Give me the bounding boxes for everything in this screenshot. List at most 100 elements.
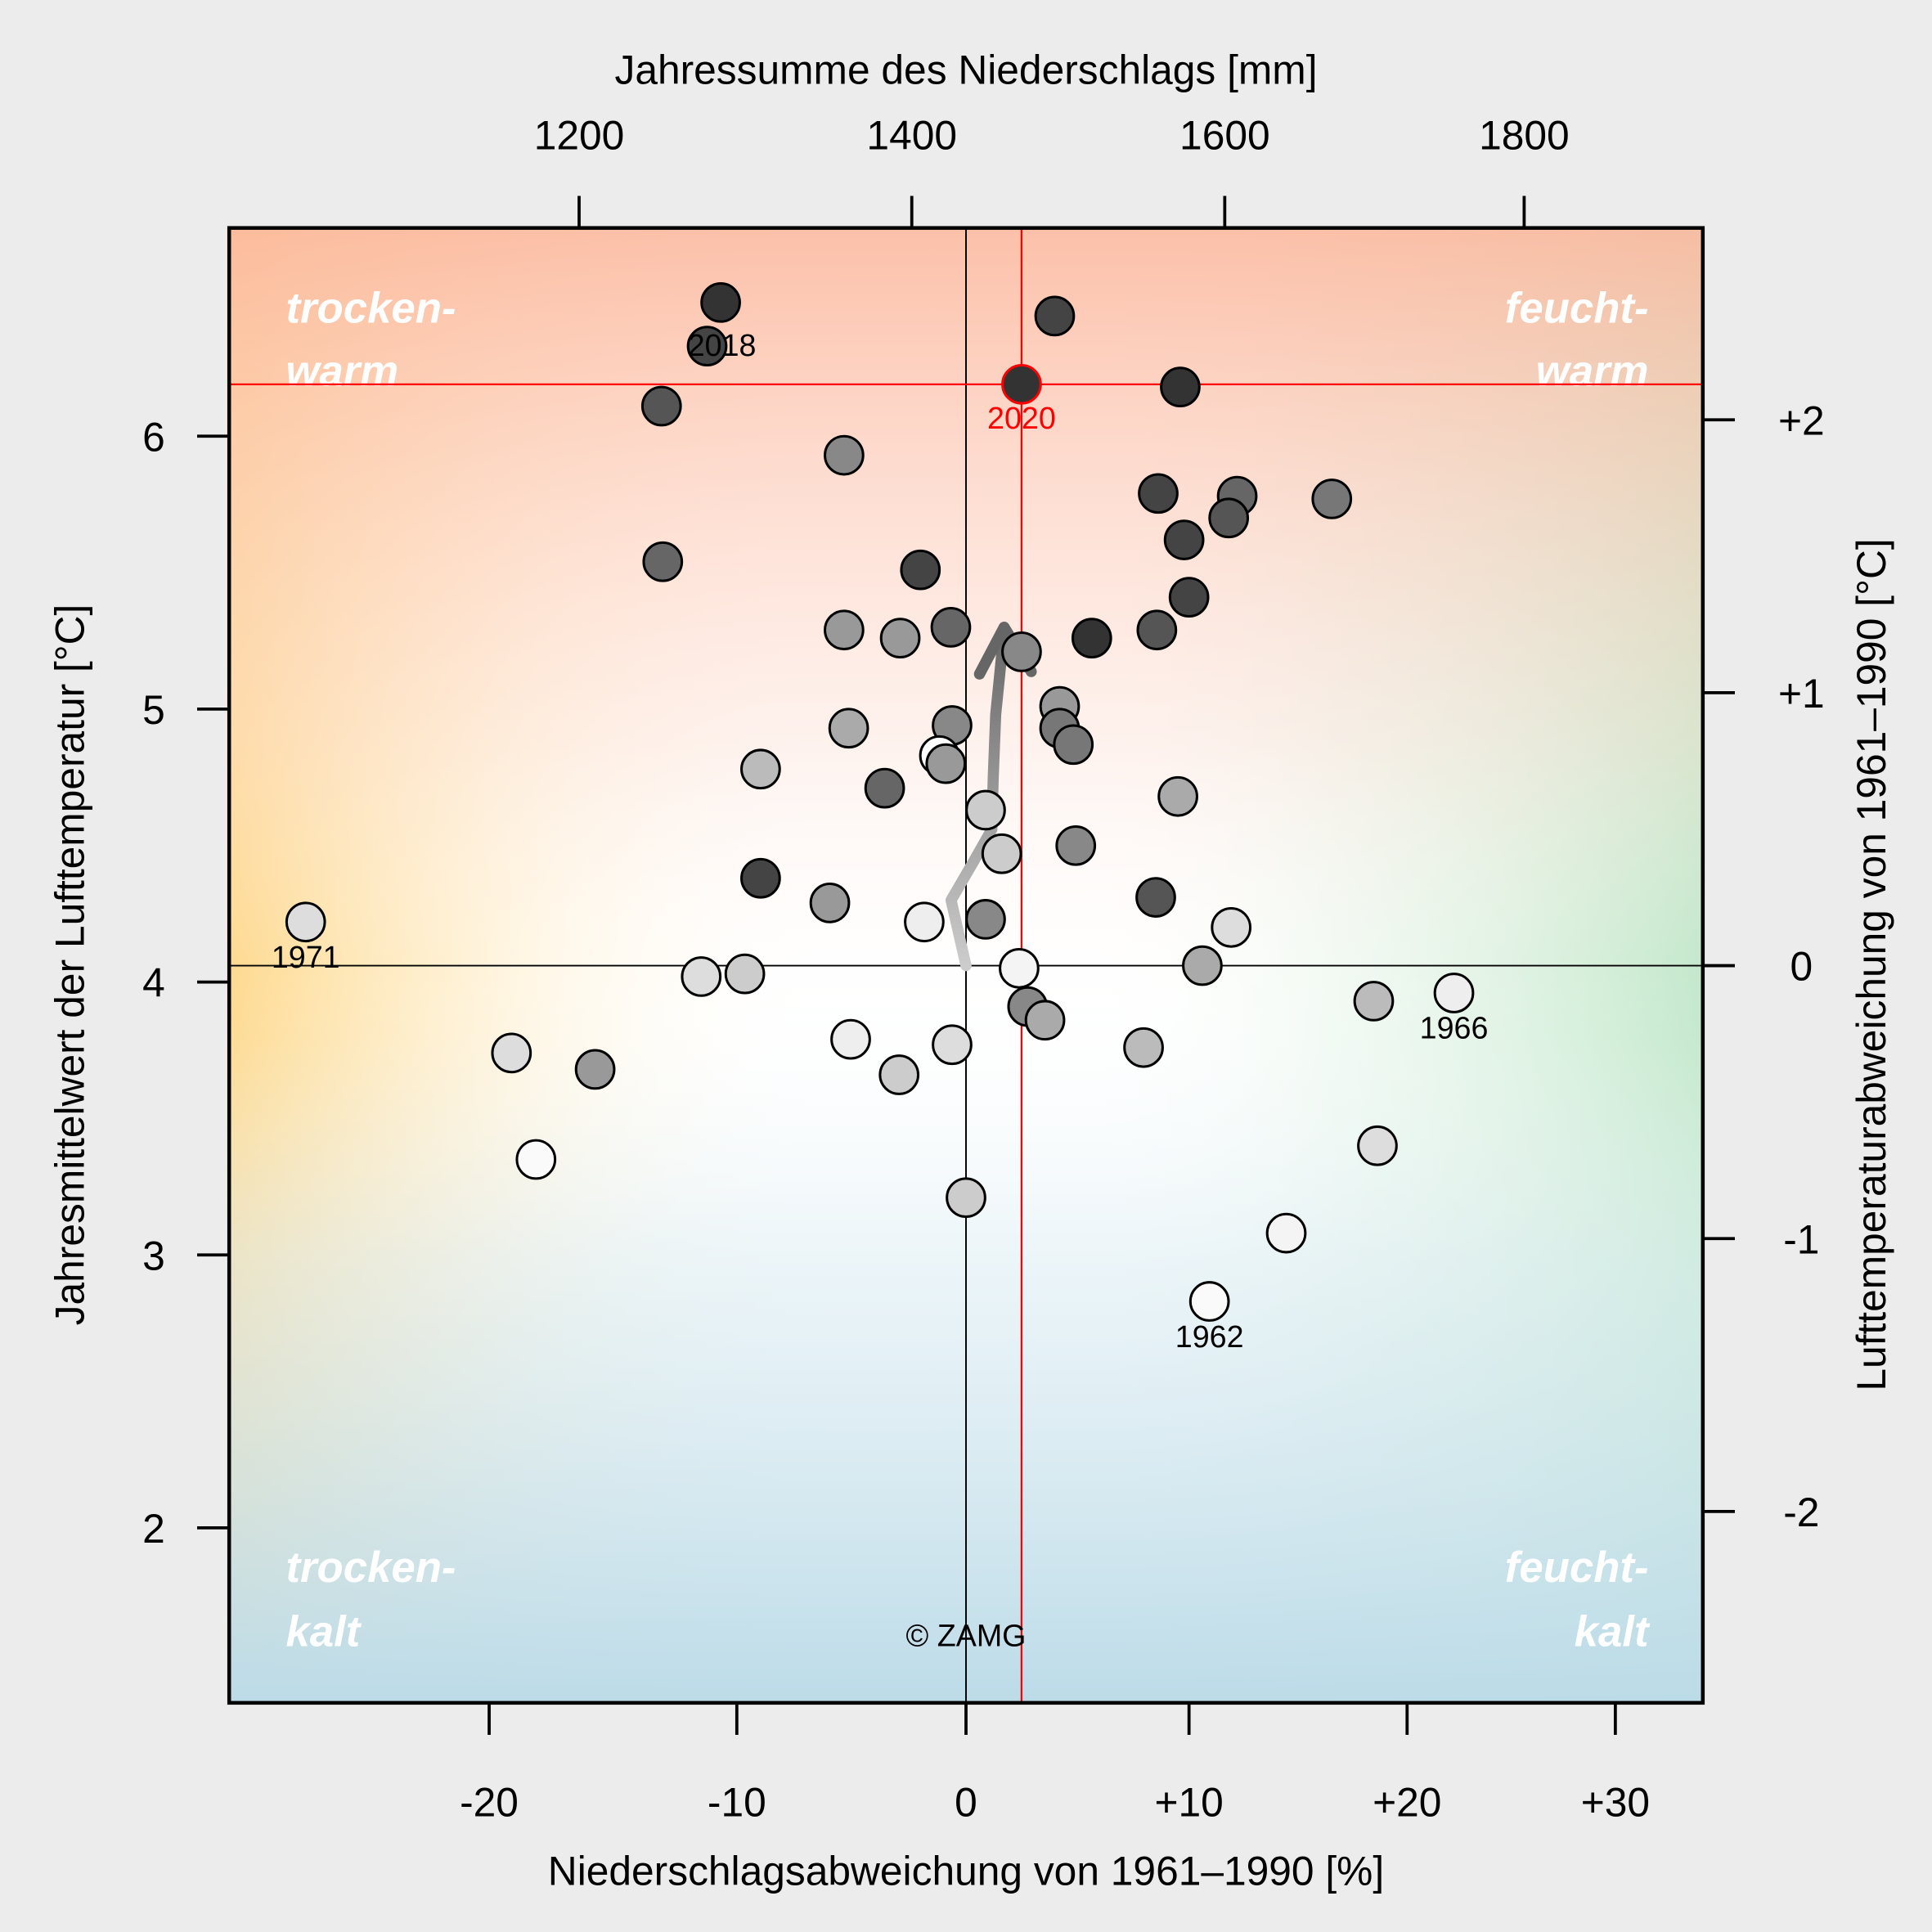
data-point	[1208, 497, 1250, 539]
data-point	[491, 1032, 532, 1074]
y-tick-label: 3	[142, 1233, 165, 1278]
point-marker	[930, 607, 972, 648]
point-marker	[1071, 618, 1112, 659]
point-marker	[965, 789, 1006, 831]
data-point-2020	[1001, 363, 1042, 405]
point-marker	[724, 953, 766, 995]
y-axis-title: Jahresmittelwert der Lufttemperatur [°C]	[47, 604, 92, 1326]
data-point	[1211, 906, 1252, 948]
data-point	[1265, 1212, 1307, 1254]
data-point	[1034, 295, 1076, 337]
x-tick-label: +10	[1154, 1779, 1223, 1825]
y2-tick-label: 0	[1790, 944, 1813, 990]
data-point	[642, 541, 684, 582]
point-marker	[1160, 366, 1201, 408]
data-point	[1053, 724, 1094, 766]
data-point	[925, 743, 967, 784]
x-tick-label: +20	[1373, 1779, 1441, 1825]
point-marker	[1357, 1125, 1398, 1166]
data-point	[1157, 775, 1198, 817]
y-axis-left: 2 3 4 5 6	[142, 414, 230, 1552]
point-marker	[1055, 824, 1097, 866]
x2-tick-label: 1400	[866, 112, 957, 158]
point-marker	[1353, 981, 1395, 1022]
data-point	[1136, 609, 1178, 651]
point-marker	[1168, 577, 1210, 618]
data-point	[904, 901, 945, 943]
point-marker	[1001, 631, 1042, 672]
point-marker	[686, 326, 728, 366]
quadrant-top-right-line1: feucht-	[1505, 285, 1649, 333]
x-tick-label: +30	[1581, 1779, 1650, 1825]
data-point	[574, 1049, 616, 1090]
data-point	[999, 948, 1040, 989]
data-point	[740, 857, 781, 899]
point-marker	[1034, 295, 1076, 337]
point-marker	[1265, 1212, 1307, 1254]
point-marker	[946, 1177, 986, 1219]
point-label-1962: 1962	[1175, 1319, 1244, 1354]
point-marker	[878, 1054, 920, 1095]
point-marker	[900, 549, 941, 591]
point-marker	[999, 948, 1040, 989]
data-point	[1001, 631, 1042, 672]
data-point	[900, 549, 941, 591]
point-marker	[1157, 775, 1198, 817]
data-point	[1357, 1125, 1398, 1166]
data-point	[681, 956, 722, 997]
quadrant-labels: trocken- warm feucht- warm trocken- kalt…	[285, 285, 1650, 1656]
data-point	[932, 1024, 973, 1066]
point-marker	[1053, 724, 1094, 766]
x-axis-top: 1200 1400 1600 1800	[534, 112, 1570, 228]
point-marker	[1136, 609, 1178, 651]
quadrant-bottom-right-line2: kalt	[1575, 1608, 1651, 1656]
point-marker	[981, 833, 1022, 874]
quadrant-bottom-left-line1: trocken-	[285, 1543, 456, 1592]
data-point	[1163, 519, 1205, 560]
point-marker	[1208, 497, 1250, 539]
data-point	[981, 833, 1022, 874]
point-marker	[879, 618, 921, 659]
data-point	[946, 1177, 986, 1219]
data-points: 2018 1971 1966 1962 2020	[272, 281, 1488, 1354]
point-marker	[515, 1139, 557, 1180]
data-point	[515, 1139, 557, 1180]
data-point	[700, 281, 741, 323]
data-point	[1353, 981, 1395, 1022]
point-marker	[642, 541, 684, 582]
data-point-2018	[686, 326, 728, 366]
point-marker	[1188, 1281, 1230, 1322]
quadrant-bottom-left-line2: kalt	[285, 1608, 362, 1656]
point-marker	[1311, 479, 1353, 519]
y-tick-label: 5	[142, 687, 165, 733]
point-marker	[681, 956, 722, 997]
data-point	[1055, 824, 1097, 866]
point-marker	[574, 1049, 616, 1090]
data-point	[1123, 1027, 1164, 1068]
data-point	[640, 385, 682, 427]
data-point	[1135, 877, 1176, 918]
data-point	[1071, 618, 1112, 659]
y-tick-label: 2	[142, 1506, 165, 1552]
point-marker	[925, 743, 967, 784]
point-marker	[1211, 906, 1252, 948]
point-marker	[1138, 473, 1179, 514]
y2-tick-label: +1	[1778, 671, 1825, 717]
x-axis-bottom: -20 -10 0 +10 +20 +30	[460, 1702, 1650, 1825]
data-point-1962	[1188, 1281, 1230, 1322]
point-marker	[1001, 363, 1042, 405]
x2-tick-label: 1200	[534, 112, 625, 158]
data-point	[965, 899, 1006, 940]
point-marker	[828, 708, 869, 749]
point-marker	[809, 883, 851, 923]
point-marker	[830, 1018, 871, 1060]
x2-tick-label: 1800	[1479, 112, 1570, 158]
data-point	[824, 609, 865, 651]
point-marker	[1135, 877, 1176, 918]
data-point	[879, 618, 921, 659]
point-marker	[740, 748, 781, 790]
point-marker	[1024, 1000, 1066, 1041]
x2-tick-label: 1600	[1179, 112, 1270, 158]
point-marker	[824, 434, 865, 476]
